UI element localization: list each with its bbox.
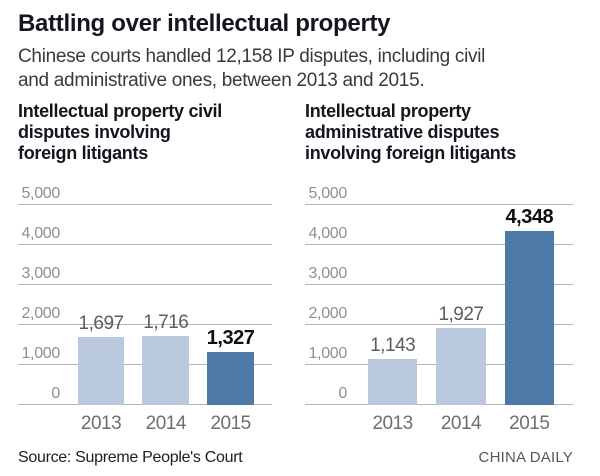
chart-administrative-title: Intellectual property administrative dis… <box>305 101 516 163</box>
charts-row: Intellectual property civil disputes inv… <box>18 101 600 433</box>
subtitle-line-1: Chinese courts handled 12,158 IP dispute… <box>18 46 486 67</box>
gridline: 5,000 <box>18 186 272 205</box>
bar-2013 <box>367 359 418 405</box>
credit-label: CHINA DAILY <box>478 449 573 466</box>
y-tick-label: 1,000 <box>21 345 60 362</box>
value-label-2015: 4,348 <box>505 206 554 229</box>
source-label: Source: Supreme People's Court <box>18 449 243 466</box>
x-tick-label-2015: 2015 <box>509 413 550 434</box>
subtitle-line-2: and administrative ones, between 2013 an… <box>18 70 425 91</box>
y-tick-label: 3,000 <box>308 265 347 282</box>
gridline: 3,000 <box>305 266 573 285</box>
gridline: 4,000 <box>18 226 272 245</box>
header: Battling over intellectual property Chin… <box>0 0 600 93</box>
y-tick-label: 5,000 <box>21 185 60 202</box>
gridline: 4,000 <box>305 226 573 245</box>
civil-bar-chart: 5,000 4,000 3,000 2,000 1,000 0 1,697 2013 1,716… <box>18 186 272 433</box>
chart-civil-title: Intellectual property civil disputes inv… <box>18 101 222 163</box>
y-tick-label: 5,000 <box>308 185 347 202</box>
footer: Source: Supreme People's Court CHINA DAI… <box>18 449 573 467</box>
bar-2013 <box>77 337 125 405</box>
bar-2015 <box>504 231 554 405</box>
value-label-2015: 1,327 <box>206 326 255 349</box>
gridline: 2,000 <box>18 306 272 325</box>
x-tick-label-2015: 2015 <box>210 413 251 434</box>
y-tick-label: 4,000 <box>308 225 347 242</box>
gridline: 5,000 <box>305 186 573 205</box>
administrative-bar-chart: 5,000 4,000 3,000 2,000 1,000 0 1,143 2013 1,927… <box>305 186 573 433</box>
x-tick-label-2014: 2014 <box>440 413 482 434</box>
page-title: Battling over intellectual property <box>18 10 391 37</box>
y-tick-label: 2,000 <box>308 305 347 322</box>
x-tick-label-2013: 2013 <box>372 413 413 434</box>
x-tick-label-2013: 2013 <box>80 413 122 434</box>
subtitle: Chinese courts handled 12,158 IP dispute… <box>18 45 573 93</box>
value-label-2014: 1,716 <box>143 312 189 334</box>
value-label-2013: 1,143 <box>370 335 416 357</box>
y-tick-label: 0 <box>51 385 60 402</box>
y-tick-label: 3,000 <box>21 265 60 282</box>
y-tick-label: 0 <box>338 385 347 402</box>
x-tick-label-2014: 2014 <box>145 413 187 434</box>
gridline: 3,000 <box>18 266 272 285</box>
y-tick-label: 4,000 <box>21 225 60 242</box>
chart-administrative-disputes: Intellectual property administrative dis… <box>305 101 573 433</box>
chart-civil-disputes: Intellectual property civil disputes inv… <box>18 101 272 433</box>
bar-2014 <box>142 336 190 405</box>
y-tick-label: 2,000 <box>21 305 60 322</box>
value-label-2013: 1,697 <box>78 313 125 335</box>
y-tick-label: 1,000 <box>308 345 347 362</box>
bar-2015 <box>207 351 254 405</box>
bar-2014 <box>436 327 486 405</box>
value-label-2014: 1,927 <box>438 303 484 325</box>
gridline: 2,000 <box>305 306 573 325</box>
